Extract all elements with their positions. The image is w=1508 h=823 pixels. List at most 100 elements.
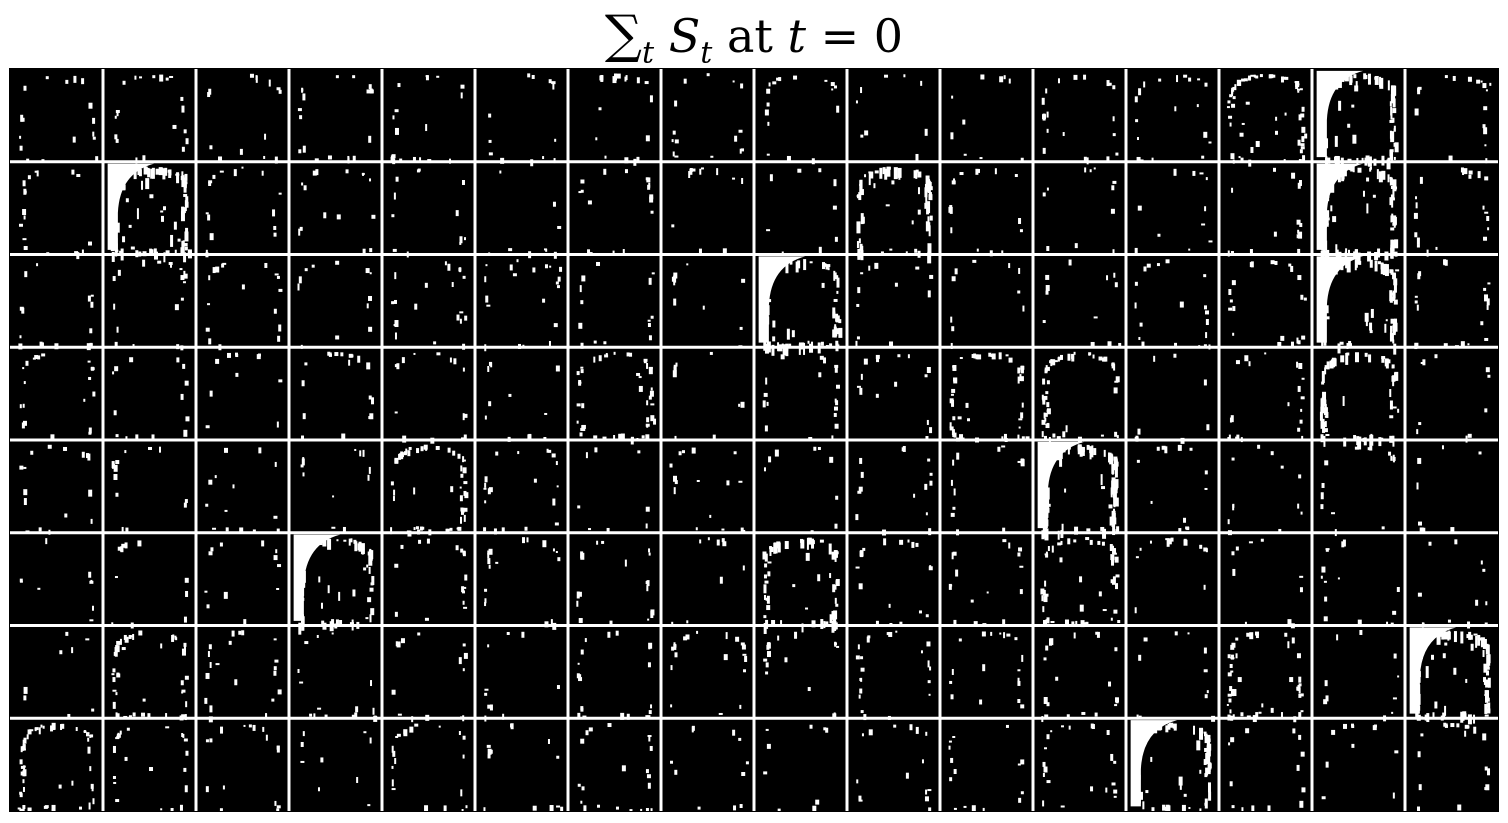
tile-r2-c8: [758, 256, 843, 357]
tile-r2-c3: [297, 260, 373, 349]
tile-r3-c13: [1227, 352, 1305, 443]
tile-r7-c7: [670, 725, 749, 811]
tile-r6-c10: [949, 631, 1025, 709]
tile-r2-c4: [391, 261, 468, 350]
tile-r6-c1: [111, 630, 189, 721]
tile-r1-c3: [298, 169, 376, 254]
tile-r4-c1: [111, 446, 188, 534]
tile-r0-c10: [950, 74, 1024, 163]
tile-r0-c3: [297, 75, 374, 164]
tile-r6-c12: [1136, 631, 1216, 722]
tile-r1-c11: [1042, 167, 1117, 255]
time-zero: 0: [873, 9, 904, 63]
tile-r5-c3: [293, 534, 375, 635]
tile-r7-c9: [856, 724, 932, 811]
tile-r1-c7: [671, 167, 744, 256]
tile-r0-c11: [1041, 74, 1119, 165]
tile-r5-c7: [671, 537, 745, 626]
tile-r1-c14: [1316, 163, 1399, 265]
tile-r1-c4: [391, 168, 466, 258]
equals-sign: =: [820, 9, 860, 63]
tile-r3-c7: [672, 351, 745, 440]
tile-r2-c0: [18, 263, 94, 351]
tile-r4-c5: [483, 448, 559, 535]
tile-r1-c5: [488, 170, 562, 259]
tile-r6-c14: [1323, 629, 1400, 722]
tile-r4-c9: [855, 445, 933, 536]
tile-r1-c9: [856, 166, 933, 264]
tile-r5-c0: [19, 538, 94, 622]
tile-r6-c11: [1041, 631, 1120, 723]
tile-r1-c2: [205, 166, 282, 258]
tile-r7-c2: [205, 724, 281, 811]
tile-r4-c2: [205, 447, 280, 534]
tile-r6-c8: [763, 631, 840, 719]
tile-r2-c6: [578, 261, 655, 349]
tile-r4-c6: [577, 447, 650, 532]
tile-r3-c5: [484, 361, 560, 442]
tile-r7-c12: [1130, 720, 1212, 811]
tile-r0-c8: [764, 75, 840, 165]
tile-r7-c0: [17, 722, 95, 811]
tile-r6-c15: [1409, 627, 1491, 725]
tile-r4-c4: [390, 444, 469, 537]
word-at: at: [726, 9, 773, 63]
tile-r5-c15: [1417, 539, 1488, 629]
tile-r0-c12: [1134, 74, 1212, 163]
tile-r1-c1: [107, 163, 192, 263]
tile-r7-c11: [1042, 723, 1118, 808]
tile-r5-c2: [204, 540, 282, 625]
sum-subscript: t: [642, 35, 655, 71]
tile-r2-c5: [484, 259, 563, 352]
tile-r3-c2: [205, 352, 283, 429]
variable-s: S: [668, 9, 701, 63]
tile-r0-c6: [595, 73, 653, 166]
sum-symbol: ∑: [604, 5, 643, 65]
tile-r4-c3: [300, 448, 371, 532]
tile-r0-c4: [390, 75, 465, 165]
tile-r2-c10: [950, 259, 1025, 349]
tile-r4-c8: [763, 446, 839, 533]
tile-r5-c8: [762, 537, 840, 634]
variable-t: t: [787, 9, 806, 63]
tile-r3-c4: [394, 352, 468, 444]
tile-r7-c13: [1228, 728, 1306, 811]
grid-canvas: [10, 69, 1498, 811]
tile-r1-c10: [948, 168, 1023, 257]
tile-r5-c5: [484, 537, 561, 630]
tile-r7-c15: [1417, 722, 1491, 811]
tile-r2-c11: [1042, 259, 1122, 348]
tile-r7-c4: [391, 723, 468, 811]
tile-r3-c14: [1319, 352, 1400, 450]
spike-map-grid: [9, 68, 1499, 812]
tile-r3-c10: [949, 352, 1030, 443]
tile-r5-c12: [1134, 537, 1208, 614]
tile-r2-c14: [1316, 256, 1400, 355]
tile-r5-c13: [1231, 538, 1304, 629]
tile-r3-c15: [1416, 354, 1491, 443]
tile-r3-c1: [112, 357, 190, 442]
tile-r4-c12: [1136, 444, 1208, 534]
tile-r0-c7: [671, 73, 745, 158]
tile-r6-c2: [204, 630, 282, 723]
tile-r4-c15: [1416, 445, 1482, 534]
tile-r4-c13: [1227, 444, 1303, 536]
tile-r5-c4: [394, 538, 468, 621]
tile-r0-c0: [19, 75, 99, 163]
tile-r1-c8: [766, 168, 838, 255]
tile-r7-c6: [577, 723, 653, 811]
tile-r7-c10: [948, 724, 1025, 811]
tile-r0-c14: [1316, 70, 1399, 170]
tile-r1-c12: [1134, 168, 1213, 254]
tile-r0-c1: [114, 74, 189, 164]
tile-r7-c14: [1321, 723, 1399, 800]
tile-r5-c9: [855, 538, 933, 627]
tile-r1-c6: [578, 168, 654, 256]
tile-r7-c5: [483, 723, 564, 811]
tile-r6-c3: [297, 632, 378, 722]
tile-r5-c6: [576, 540, 655, 625]
tile-r0-c5: [488, 73, 557, 167]
tile-r6-c6: [576, 630, 653, 720]
figure-title: ∑t St at t = 0: [0, 0, 1508, 71]
tile-r4-c10: [950, 445, 1025, 536]
